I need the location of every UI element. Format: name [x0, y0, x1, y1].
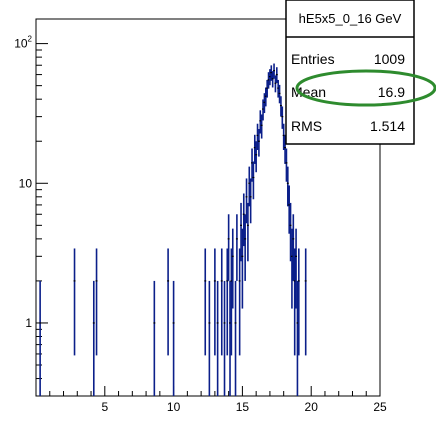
histogram-bin — [235, 214, 238, 281]
histogram-bin — [227, 214, 230, 281]
histogram-bin — [295, 228, 298, 309]
histogram-bin — [252, 161, 255, 200]
x-tick-label: 5 — [101, 400, 108, 414]
histogram-bin — [231, 228, 234, 309]
y-tick-exponent: 2 — [28, 35, 33, 44]
stats-entries-label: Entries — [291, 51, 335, 67]
histogram-bin — [95, 248, 98, 356]
histogram-bin — [92, 280, 95, 396]
x-tick-label: 25 — [373, 400, 387, 414]
histogram-bin — [274, 75, 277, 93]
stats-rms-label: RMS — [291, 118, 322, 134]
histogram-bin — [304, 248, 307, 356]
plot-frame — [35, 18, 381, 397]
histogram-bin — [286, 166, 289, 207]
histogram-bin — [234, 280, 237, 396]
histogram-bin — [275, 67, 278, 83]
histogram-bin — [223, 280, 226, 396]
histogram-bin — [172, 280, 175, 396]
histogram-bin — [297, 248, 300, 356]
y-tick-base: 10 — [19, 176, 33, 190]
histogram-bin — [167, 248, 170, 356]
histogram-bin — [238, 248, 241, 356]
y-tick-label: 1 — [25, 316, 32, 330]
histogram-bin — [213, 248, 216, 356]
x-tick-label: 15 — [236, 400, 250, 414]
stats-mean-value: 16.9 — [378, 84, 405, 100]
histogram-bin — [240, 202, 242, 262]
x-tick-label: 10 — [167, 400, 181, 414]
y-tick-base: 10 — [14, 37, 28, 51]
histogram-bin — [246, 202, 249, 262]
histogram-bin — [73, 248, 76, 356]
stats-entries-value: 1009 — [374, 51, 405, 67]
histogram-bin — [285, 148, 288, 182]
histogram-bin — [279, 96, 282, 117]
stats-mean-label: Mean — [291, 84, 326, 100]
y-tick-label: 102 — [14, 35, 32, 51]
histogram-bin — [39, 280, 42, 396]
y-tick-label: 10 — [19, 176, 33, 190]
histogram-bin — [220, 248, 223, 356]
histogram-bin — [292, 214, 295, 281]
histogram-bin — [241, 228, 244, 309]
histogram-bin — [289, 202, 292, 262]
histogram-bin — [216, 280, 219, 396]
histogram-bin — [281, 106, 284, 129]
histogram-bin — [208, 280, 211, 396]
x-tick-label: 20 — [305, 400, 319, 414]
histogram-bin — [260, 114, 263, 139]
histogram-bin — [284, 134, 287, 164]
histogram-bin — [255, 141, 258, 173]
histogram-bin — [257, 128, 260, 157]
histogram-bin — [153, 280, 156, 396]
histogram-bin — [204, 248, 207, 356]
mean-highlight-ellipse — [295, 69, 436, 107]
stats-box-title: hE5x5_0_16 GeV — [299, 11, 402, 26]
y-tick-base: 1 — [25, 316, 32, 330]
histogram-bin — [245, 178, 248, 224]
histogram-bins — [39, 63, 307, 396]
histogram-bin — [278, 84, 281, 104]
histogram-bin — [273, 63, 276, 79]
stats-rms-value: 1.514 — [370, 118, 405, 134]
histogram-bin — [244, 214, 247, 281]
histogram-bin — [249, 178, 252, 224]
